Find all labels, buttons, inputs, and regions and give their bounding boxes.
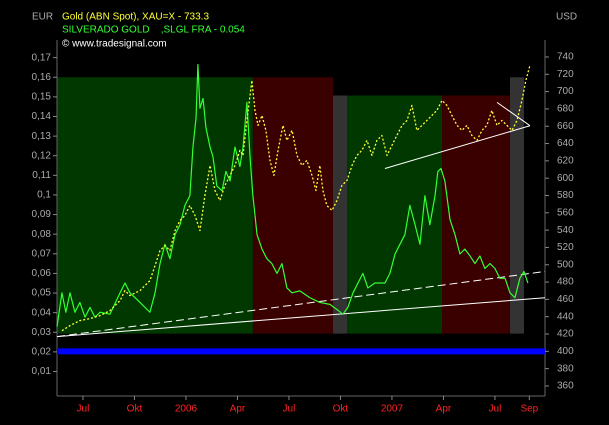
y-tick-label: 0,01 [32,366,52,377]
band [509,77,524,334]
y2-tick-label: 380 [557,363,574,374]
y-tick-label: 0,03 [32,327,52,338]
x-tick-label: 2006 [175,404,198,415]
x-tick-label: Sep [520,404,538,415]
y-tick-label: 0,11 [32,170,51,181]
y-tick-label: 0,13 [32,131,52,142]
trendline [56,270,546,338]
x-tick-label: Jul [283,404,296,415]
y2-tick-label: 360 [557,381,574,392]
y2-tick-label: 660 [557,121,574,132]
x-tick-label: Apr [436,404,452,415]
legend-entry: SILVERADO GOLD ,SLGL FRA - 0.054 [62,25,245,36]
y-tick-label: 0,16 [32,72,52,83]
y-tick-label: 0,1 [37,190,51,201]
y2-tick-label: 560 [557,207,574,218]
y2-tick-label: 720 [557,69,574,80]
y2-tick-label: 400 [557,346,574,357]
y2-tick-label: 440 [557,311,574,322]
x-tick-label: Jul [77,404,90,415]
y-tick-label: 0,02 [32,347,52,358]
x-tick-label: Okt [333,404,349,415]
trendline [496,101,531,127]
y2-tick-label: 700 [557,86,574,97]
y2-tick-label: 540 [557,225,574,236]
y2-tick-label: 500 [557,259,574,270]
x-tick-label: 2007 [381,404,404,415]
y2-tick-label: 480 [557,277,574,288]
y-tick-label: 0,15 [32,92,52,103]
trendline [56,297,546,338]
y-tick-label: 0,05 [32,288,52,299]
y2-unit-label: USD [556,12,577,23]
y2-tick-label: 600 [557,173,574,184]
y2-tick-label: 520 [557,242,574,253]
y-tick-label: 0,14 [32,111,52,122]
y-tick-label: 0,17 [32,52,52,63]
trendline [384,125,531,169]
y-tick-label: 0,07 [32,248,52,259]
y-tick-label: 0,09 [32,209,52,220]
x-tick-label: Apr [230,404,246,415]
x-tick-label: Jul [489,404,502,415]
y-tick-label: 0,04 [32,307,52,318]
y2-tick-label: 420 [557,329,574,340]
series-line [56,63,529,327]
y2-tick-label: 680 [557,104,574,115]
band [442,95,510,334]
y2-tick-label: 620 [557,156,574,167]
y2-tick-label: 740 [557,52,574,63]
credit: © www.tradesignal.com [62,39,167,50]
x-tick-label: Okt [127,404,143,415]
y2-tick-label: 460 [557,294,574,305]
band [252,77,334,334]
y-tick-label: 0,12 [32,150,52,161]
legend-entry: Gold (ABN Spot), XAU=X - 733.3 [62,12,209,23]
y2-tick-label: 580 [557,190,574,201]
y-tick-label: 0,08 [32,229,52,240]
band [347,95,443,334]
band [333,95,348,334]
y2-tick-label: 640 [557,138,574,149]
y-unit-label: EUR [32,12,53,23]
series-line [61,65,531,332]
y-tick-label: 0,06 [32,268,52,279]
